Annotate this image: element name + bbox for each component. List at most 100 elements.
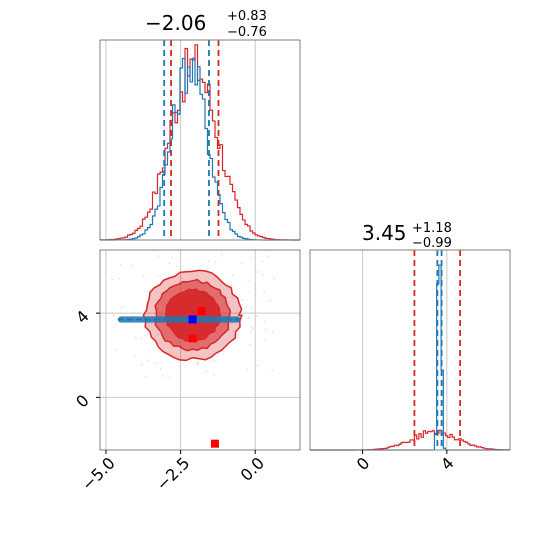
scatter-point	[156, 333, 159, 336]
histogram-series-1	[99, 57, 300, 241]
scatter-point	[220, 253, 223, 255]
title-plus: +1.18	[412, 221, 452, 236]
scatter-point	[213, 359, 216, 362]
scatter-point	[238, 333, 240, 336]
y-tick-label: 0	[72, 391, 93, 412]
scatter-point	[208, 260, 210, 263]
scatter-point	[241, 262, 243, 265]
scatter-point	[118, 277, 120, 280]
scatter-point	[181, 277, 183, 280]
scatter-point	[134, 336, 137, 339]
title-plus: +0.83	[227, 9, 267, 24]
title-median: 3.45	[362, 221, 407, 245]
scatter-point	[255, 315, 258, 317]
scatter-point	[262, 273, 264, 276]
x-tick-label: 0	[353, 453, 374, 474]
scatter-point	[142, 275, 145, 277]
scatter-point	[220, 282, 223, 285]
scatter-point	[231, 274, 234, 277]
scatter-point	[273, 277, 276, 279]
scatter-point	[237, 336, 239, 339]
scatter-point	[168, 342, 171, 345]
scatter-point	[196, 363, 199, 366]
scatter-point	[257, 271, 260, 273]
scatter-point	[111, 278, 113, 281]
scatter-point	[254, 288, 257, 290]
scatter-point	[250, 331, 253, 333]
scatter-point	[264, 328, 267, 330]
scatter-point	[232, 329, 234, 332]
plot-frame	[309, 249, 511, 451]
marker-point	[197, 307, 206, 316]
blue-posterior-band	[117, 316, 241, 323]
title-minus: −0.76	[227, 25, 267, 40]
scatter-point	[169, 376, 171, 379]
plot-frame	[99, 39, 301, 241]
scatter-point	[140, 337, 142, 340]
scatter-point	[159, 367, 162, 370]
x-tick-label: −5.0	[78, 453, 119, 494]
scatter-point	[112, 314, 115, 317]
scatter-point	[144, 375, 147, 378]
x-tick-label: 4	[437, 453, 458, 474]
scatter-point	[146, 359, 149, 362]
scatter-point	[157, 255, 160, 257]
title-minus: −0.99	[412, 236, 452, 251]
scatter-point	[213, 374, 215, 376]
scatter-point	[254, 295, 257, 298]
scatter-point	[131, 264, 133, 267]
scatter-point	[250, 257, 252, 259]
x-tick-label: −2.5	[153, 453, 194, 494]
scatter-point	[115, 348, 118, 351]
scatter-point	[251, 328, 254, 330]
scatter-point	[119, 264, 122, 266]
scatter-point	[140, 364, 143, 366]
scatter-point	[247, 316, 250, 318]
plot-frame	[99, 249, 301, 451]
scatter-point	[263, 338, 266, 341]
scatter-point	[249, 344, 251, 346]
scatter-point	[241, 298, 244, 301]
scatter-point	[215, 261, 217, 263]
marker-point	[188, 334, 197, 343]
marker-point	[210, 439, 219, 448]
scatter-point	[175, 265, 177, 268]
scatter-point	[170, 256, 173, 259]
scatter-point	[134, 354, 136, 357]
scatter-point	[263, 291, 266, 294]
y-tick-label: 4	[72, 307, 93, 328]
scatter-point	[271, 369, 274, 372]
scatter-point	[251, 307, 253, 309]
scatter-point	[246, 368, 248, 371]
scatter-point	[156, 283, 159, 286]
scatter-point	[229, 323, 232, 326]
scatter-point	[230, 284, 232, 287]
scatter-point	[261, 260, 264, 263]
histogram-series-1	[310, 264, 510, 451]
scatter-point	[250, 326, 253, 329]
scatter-point	[156, 362, 158, 364]
scatter-point	[156, 274, 159, 277]
scatter-point	[247, 279, 250, 282]
histogram-panel-x: −2.06 +0.83−0.76	[99, 9, 301, 241]
scatter-point	[119, 307, 121, 310]
scatter-point	[205, 370, 208, 372]
contour-panel-xy: −5.0 −2.5 0.0 4 0	[72, 249, 301, 494]
scatter-point	[122, 305, 124, 308]
scatter-point	[150, 323, 153, 326]
scatter-point	[268, 299, 271, 302]
scatter-point	[264, 320, 266, 323]
scatter-point	[195, 277, 198, 280]
scatter-point	[271, 331, 274, 334]
x-tick-label: 0.0	[237, 453, 268, 484]
scatter-point	[197, 361, 199, 364]
title-median: −2.06	[145, 11, 206, 35]
scatter-point	[162, 375, 164, 377]
scatter-point	[266, 255, 269, 258]
scatter-point	[225, 338, 228, 341]
scatter-point	[257, 364, 259, 367]
scatter-point	[231, 297, 234, 300]
histogram-panel-y: 0 4 3.45 +1.18−0.99	[309, 221, 511, 474]
scatter-point	[247, 317, 250, 320]
